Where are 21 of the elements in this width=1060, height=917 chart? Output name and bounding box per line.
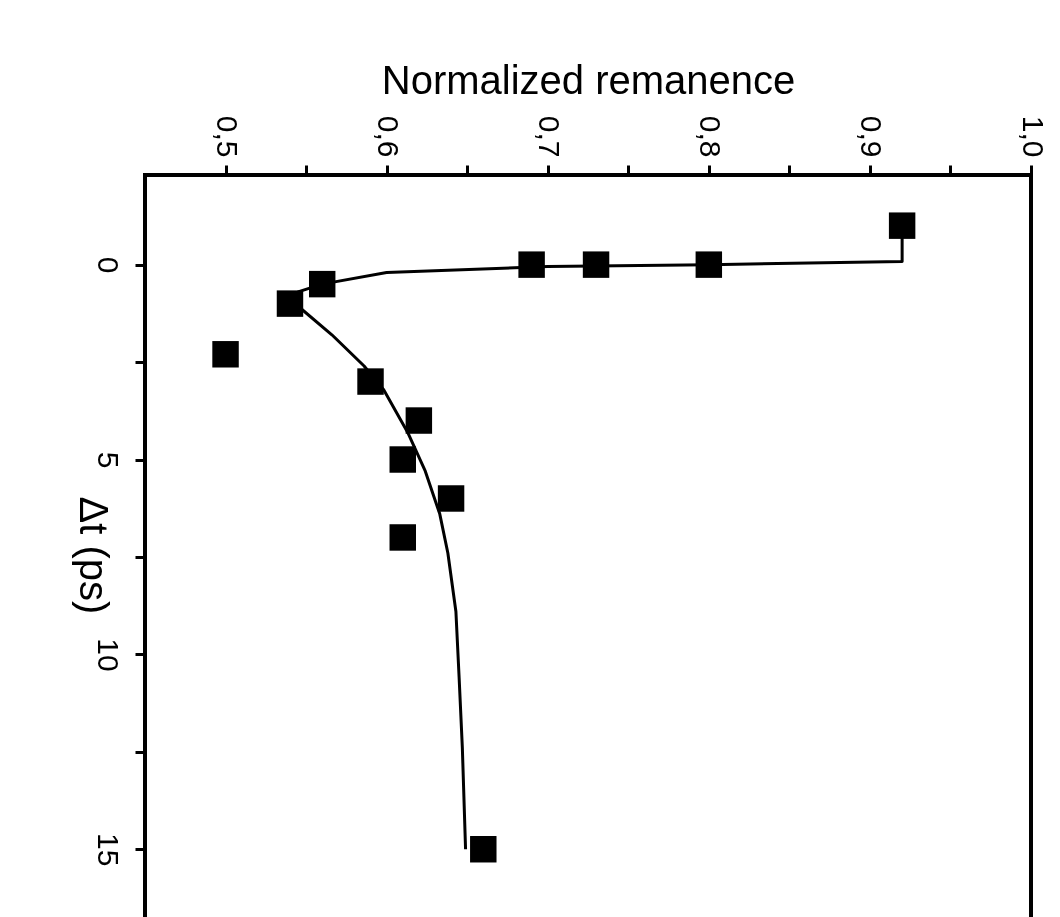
- x-tick-label: 0,8: [694, 115, 728, 158]
- x-tick-label: 1,0: [1016, 115, 1050, 158]
- x-axis-title: Normalized remanence: [381, 57, 796, 102]
- x-tick-label: 0,7: [533, 115, 567, 158]
- point: [389, 446, 416, 473]
- point: [212, 341, 239, 368]
- point: [470, 836, 497, 863]
- point: [888, 212, 916, 239]
- y-tick-label: 15: [91, 833, 125, 867]
- point: [405, 407, 433, 434]
- y-tick-label: 5: [91, 451, 125, 469]
- y-axis-title: Δt (ps): [71, 496, 116, 615]
- point: [518, 251, 545, 278]
- y-tick-label: 0: [91, 256, 125, 274]
- point: [437, 485, 465, 512]
- x-tick-label: 0,6: [372, 115, 406, 158]
- point: [357, 368, 384, 395]
- x-tick-label: 0,5: [211, 115, 245, 158]
- x-tick-label: 0,9: [855, 115, 889, 158]
- y-tick-label: 10: [91, 638, 125, 672]
- point: [389, 524, 416, 551]
